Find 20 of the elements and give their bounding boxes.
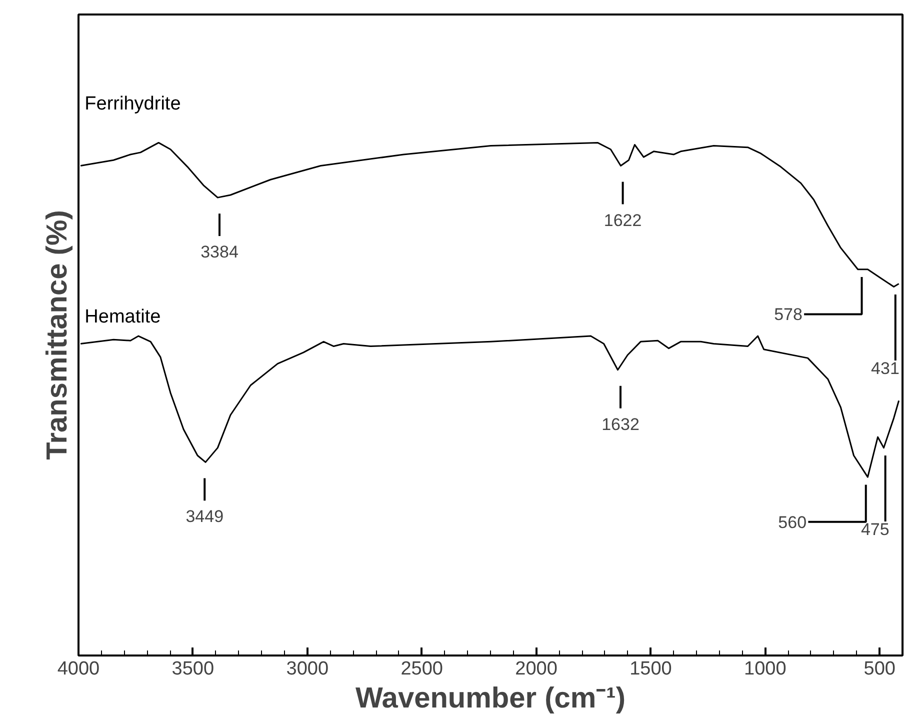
x-tick-label: 1000 [744, 658, 786, 680]
annotation: 1622 [604, 210, 642, 230]
y-axis-title: Transmittance (%) [42, 210, 74, 460]
annotation: 431 [871, 358, 900, 378]
x-tick-label: 2000 [515, 658, 558, 680]
annotation: 560 [778, 512, 807, 532]
annotation: 1632 [602, 414, 640, 434]
annotation: 475 [860, 520, 890, 539]
annotation: 3449 [186, 507, 224, 526]
x-tick-label: 500 [864, 658, 896, 680]
annotation: 3384 [200, 242, 238, 262]
series-label: Hematite [84, 306, 161, 328]
x-tick-label: 1500 [630, 658, 672, 680]
x-tick-label: 2500 [400, 658, 443, 680]
x-tick-label: 3500 [172, 658, 214, 680]
x-tick-label: 3000 [286, 658, 329, 680]
x-tick-label: 4000 [57, 658, 100, 680]
series-label: Ferrihydrite [84, 93, 181, 114]
x-axis-title: Wavenumber (cm⁻¹) [356, 682, 626, 714]
annotation: 578 [774, 305, 802, 324]
